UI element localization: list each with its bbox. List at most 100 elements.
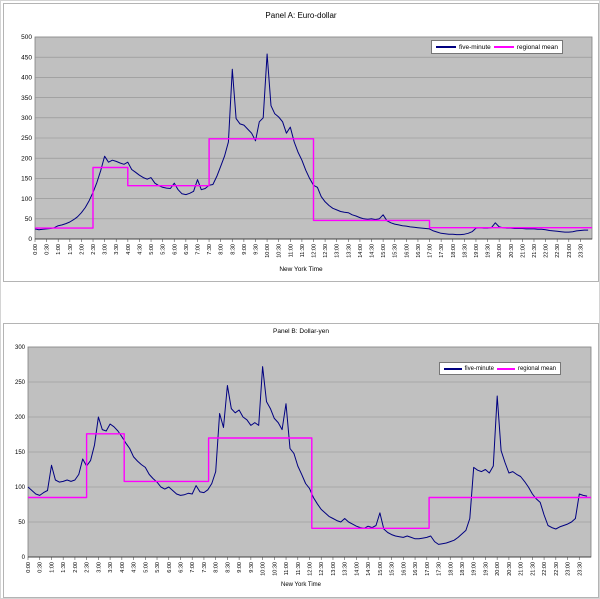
panel-b-plot: 0 50 100 150 200 250 300 0:00 0:30 1:00 1:30 2:00 2:… [15, 345, 592, 576]
svg-text:12:00: 12:00 [308, 562, 314, 576]
panel-b-legend: five-minute regional mean [438, 362, 561, 375]
svg-text:0: 0 [22, 555, 26, 561]
svg-text:8:30: 8:30 [225, 562, 231, 573]
svg-text:3:30: 3:30 [114, 244, 120, 255]
regional-mean-line-swatch [496, 367, 515, 370]
svg-text:20:30: 20:30 [507, 562, 513, 576]
svg-text:15:30: 15:30 [390, 562, 396, 576]
svg-text:16:00: 16:00 [404, 244, 410, 258]
svg-text:17:00: 17:00 [425, 562, 431, 576]
svg-text:22:30: 22:30 [554, 562, 560, 576]
svg-text:400: 400 [21, 75, 32, 82]
svg-text:1:00: 1:00 [49, 562, 55, 573]
svg-text:22:00: 22:00 [544, 244, 550, 258]
svg-text:17:00: 17:00 [428, 244, 434, 258]
svg-text:450: 450 [21, 54, 32, 61]
svg-text:4:00: 4:00 [120, 562, 126, 573]
panel-a-plot: 0 50 100 150 200 250 300 350 400 450 500 0:00 0:30 1:… [21, 34, 593, 258]
svg-text:350: 350 [21, 95, 32, 102]
svg-text:50: 50 [18, 520, 25, 526]
regional-mean-line-swatch [493, 46, 514, 48]
svg-text:23:00: 23:00 [566, 562, 572, 576]
svg-text:11:30: 11:30 [296, 562, 302, 575]
svg-text:15:00: 15:00 [381, 244, 387, 258]
svg-text:10:00: 10:00 [261, 562, 267, 576]
svg-text:7:00: 7:00 [195, 244, 201, 255]
svg-text:19:30: 19:30 [486, 244, 492, 258]
svg-text:150: 150 [15, 450, 26, 456]
svg-text:16:30: 16:30 [416, 244, 422, 258]
svg-text:4:30: 4:30 [137, 244, 143, 255]
svg-text:50: 50 [25, 216, 33, 223]
svg-text:10:30: 10:30 [272, 562, 278, 576]
svg-text:0:00: 0:00 [26, 562, 32, 573]
panel-b: 0 50 100 150 200 250 300 0:00 0:30 1:00 1:30 2:00 2:… [3, 323, 599, 598]
svg-text:100: 100 [15, 485, 26, 491]
svg-text:14:00: 14:00 [358, 244, 364, 258]
svg-text:6:30: 6:30 [178, 562, 184, 573]
svg-text:18:30: 18:30 [460, 562, 466, 576]
svg-text:19:30: 19:30 [483, 562, 489, 576]
svg-text:8:00: 8:00 [219, 244, 225, 255]
svg-text:2:00: 2:00 [73, 562, 79, 573]
panel-a: 0 50 100 150 200 250 300 350 400 450 500 0:00 0:30 1:… [3, 3, 599, 282]
svg-text:1:00: 1:00 [56, 244, 62, 255]
svg-text:5:30: 5:30 [155, 562, 161, 573]
svg-text:23:30: 23:30 [577, 562, 583, 576]
svg-text:12:30: 12:30 [319, 562, 325, 576]
panel-b-title: Panel B: Dollar-yen [273, 328, 329, 335]
panel-a-title: Panel A: Euro-dollar [265, 11, 337, 20]
legend-label-regional-mean: regional mean [516, 43, 558, 51]
svg-text:17:30: 17:30 [437, 562, 443, 576]
svg-text:7:00: 7:00 [190, 562, 196, 573]
svg-text:13:00: 13:00 [335, 244, 341, 258]
svg-text:9:30: 9:30 [249, 562, 255, 573]
svg-text:7:30: 7:30 [207, 244, 213, 255]
svg-text:0: 0 [28, 236, 32, 243]
svg-text:7:30: 7:30 [202, 562, 208, 573]
legend-label-five-minute: five-minute [459, 43, 491, 51]
svg-text:18:00: 18:00 [448, 562, 454, 576]
legend-label-five-minute: five-minute [464, 365, 494, 372]
svg-text:0:00: 0:00 [33, 244, 39, 255]
svg-text:300: 300 [21, 115, 32, 122]
svg-text:0:30: 0:30 [38, 562, 44, 573]
svg-text:21:30: 21:30 [532, 244, 538, 258]
svg-text:21:30: 21:30 [530, 562, 536, 576]
svg-text:23:30: 23:30 [578, 244, 584, 258]
svg-text:20:00: 20:00 [497, 244, 503, 258]
svg-text:10:00: 10:00 [265, 244, 271, 258]
svg-text:200: 200 [15, 415, 26, 421]
svg-text:13:00: 13:00 [331, 562, 337, 576]
svg-text:8:00: 8:00 [214, 562, 220, 573]
svg-text:3:30: 3:30 [108, 562, 114, 573]
svg-text:250: 250 [21, 135, 32, 142]
svg-text:6:30: 6:30 [184, 244, 190, 255]
svg-text:3:00: 3:00 [103, 244, 109, 255]
panel-a-legend: five-minute regional mean [431, 40, 563, 54]
five-minute-line-swatch [436, 46, 456, 48]
svg-text:4:30: 4:30 [132, 562, 138, 573]
panel-b-xaxis-title: New York Time [280, 582, 322, 588]
svg-text:21:00: 21:00 [519, 562, 525, 576]
svg-text:19:00: 19:00 [472, 562, 478, 576]
svg-text:5:00: 5:00 [149, 244, 155, 255]
svg-text:500: 500 [21, 34, 32, 41]
svg-text:9:00: 9:00 [242, 244, 248, 255]
svg-text:4:00: 4:00 [126, 244, 132, 255]
svg-text:23:00: 23:00 [567, 244, 573, 258]
svg-text:14:00: 14:00 [354, 562, 360, 576]
legend-label-regional-mean: regional mean [517, 365, 556, 372]
svg-text:20:30: 20:30 [509, 244, 515, 258]
svg-text:2:30: 2:30 [91, 244, 97, 255]
svg-text:9:00: 9:00 [237, 562, 243, 573]
svg-text:2:00: 2:00 [79, 244, 85, 255]
svg-text:18:30: 18:30 [462, 244, 468, 258]
svg-text:100: 100 [21, 196, 32, 203]
svg-text:20:00: 20:00 [495, 562, 501, 576]
svg-text:14:30: 14:30 [370, 244, 376, 258]
svg-text:1:30: 1:30 [68, 244, 74, 255]
svg-text:5:30: 5:30 [161, 244, 167, 255]
svg-text:150: 150 [21, 176, 32, 183]
